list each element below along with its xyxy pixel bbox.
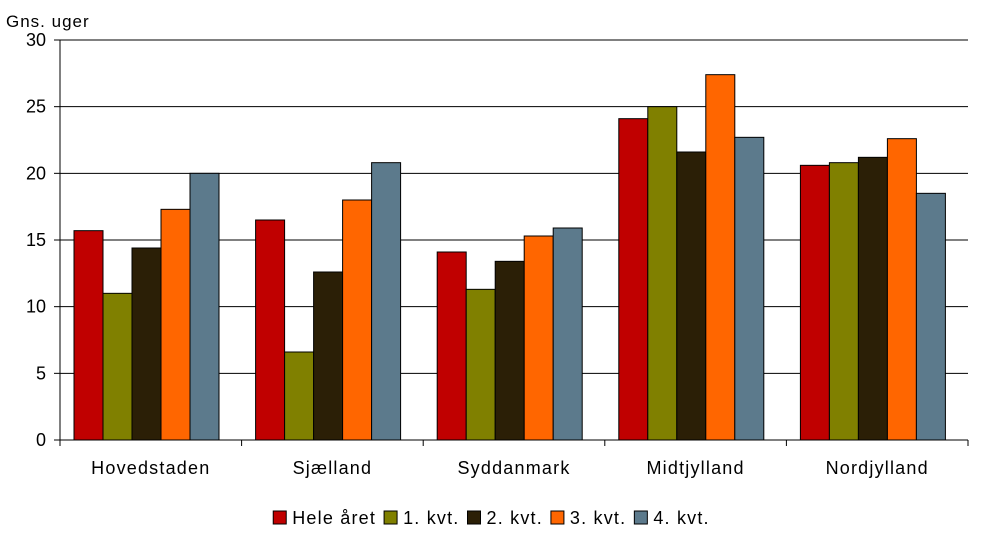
bar [857,156,888,441]
category-label: Hovedstaden [91,458,210,478]
bar [313,271,344,441]
bar [284,351,315,441]
bar [342,199,373,441]
bar [436,251,467,441]
y-tick-label: 10 [26,297,46,317]
y-tick-label: 30 [26,30,46,50]
legend-swatch [633,510,648,525]
y-tick-label: 0 [36,430,46,450]
category-label: Syddanmark [457,458,570,478]
bar [915,192,946,441]
category-label: Sjælland [293,458,373,478]
legend-label: 2. kvt. [487,508,543,528]
bar [618,118,649,441]
legend-swatch [272,510,287,525]
legend-swatch [383,510,398,525]
bar [102,292,133,441]
bar [255,219,286,441]
legend-label: Hele året [292,508,376,528]
bar [465,288,496,441]
bar [552,227,583,441]
axes [54,39,969,446]
category-label: Midtjylland [646,458,744,478]
legend-swatch [467,510,481,525]
bar [494,260,525,441]
bar [828,162,859,441]
bar [647,106,678,441]
legend-label: 1. kvt. [403,508,459,528]
legend-label: 4. kvt. [653,508,709,528]
bars [73,74,946,441]
bar [734,136,765,441]
y-tick-label: 5 [36,363,46,383]
y-axis-unit-label: Gns. uger [6,12,90,31]
bar [676,151,707,441]
legend-swatch [550,510,565,525]
y-tick-labels: 0 5 10 15 20 25 30 [26,30,46,450]
bar [131,247,162,441]
y-tick-label: 15 [26,230,46,250]
y-tick-label: 25 [26,97,46,117]
bar [523,235,554,441]
bar [886,138,917,441]
category-label: Nordjylland [826,458,929,478]
bar [799,164,830,441]
category-labels: Hovedstaden Sjælland Syddanmark Midtjylland… [91,458,929,478]
legend: Hele året 1. kvt. 2. kvt. 3. kvt. 4. kvt. [272,508,709,528]
bar [705,74,736,441]
legend-label: 3. kvt. [570,508,626,528]
bar [160,208,191,441]
bar [189,172,220,441]
bar [73,230,104,441]
y-tick-label: 20 [26,163,46,183]
bar [371,162,402,441]
